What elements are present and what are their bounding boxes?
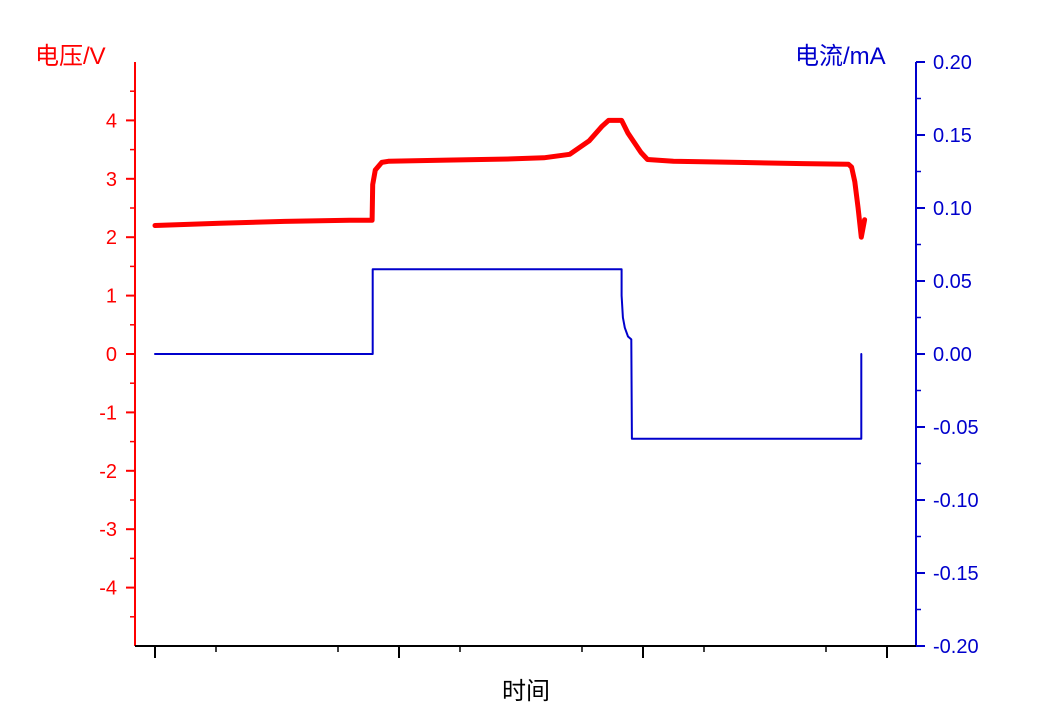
x-axis-label: 时间 bbox=[502, 678, 550, 705]
right-y-tick-label: 0.20 bbox=[933, 52, 972, 74]
left-y-tick-label: -4 bbox=[99, 578, 117, 600]
left-y-axis-label: 电压/V bbox=[35, 43, 106, 70]
right-y-tick-label: 0.00 bbox=[933, 344, 972, 366]
right-y-ticks: 0.20 0.15 0.10 0.05 0.00 -0.05 -0.10 -0.15 -0.20 bbox=[916, 52, 979, 658]
right-y-tick-label: 0.15 bbox=[933, 125, 972, 147]
right-y-tick-label: -0.10 bbox=[933, 490, 979, 512]
left-y-ticks: 4 3 2 1 0 -1 -2 -3 -4 bbox=[99, 90, 135, 618]
left-y-tick-label: 2 bbox=[106, 227, 117, 249]
series-layer bbox=[152, 117, 868, 440]
voltage-series-line bbox=[152, 117, 868, 240]
right-y-tick-label: -0.05 bbox=[933, 417, 979, 439]
left-y-tick-label: 3 bbox=[106, 169, 117, 191]
left-y-tick-label: -3 bbox=[99, 519, 117, 541]
right-y-axis-label: 电流/mA bbox=[795, 43, 886, 70]
right-y-tick-label: 0.05 bbox=[933, 271, 972, 293]
right-y-tick-label: -0.20 bbox=[933, 636, 979, 658]
left-y-tick-label: -2 bbox=[99, 461, 117, 483]
right-y-tick-label: 0.10 bbox=[933, 198, 972, 220]
x-ticks bbox=[154, 646, 888, 658]
right-y-tick-label: -0.15 bbox=[933, 563, 979, 585]
left-y-tick-label: 0 bbox=[106, 344, 117, 366]
left-y-tick-label: 1 bbox=[106, 286, 117, 308]
left-y-tick-label: 4 bbox=[106, 110, 117, 132]
left-y-tick-label: -1 bbox=[99, 402, 117, 424]
current-series-line bbox=[154, 268, 863, 440]
